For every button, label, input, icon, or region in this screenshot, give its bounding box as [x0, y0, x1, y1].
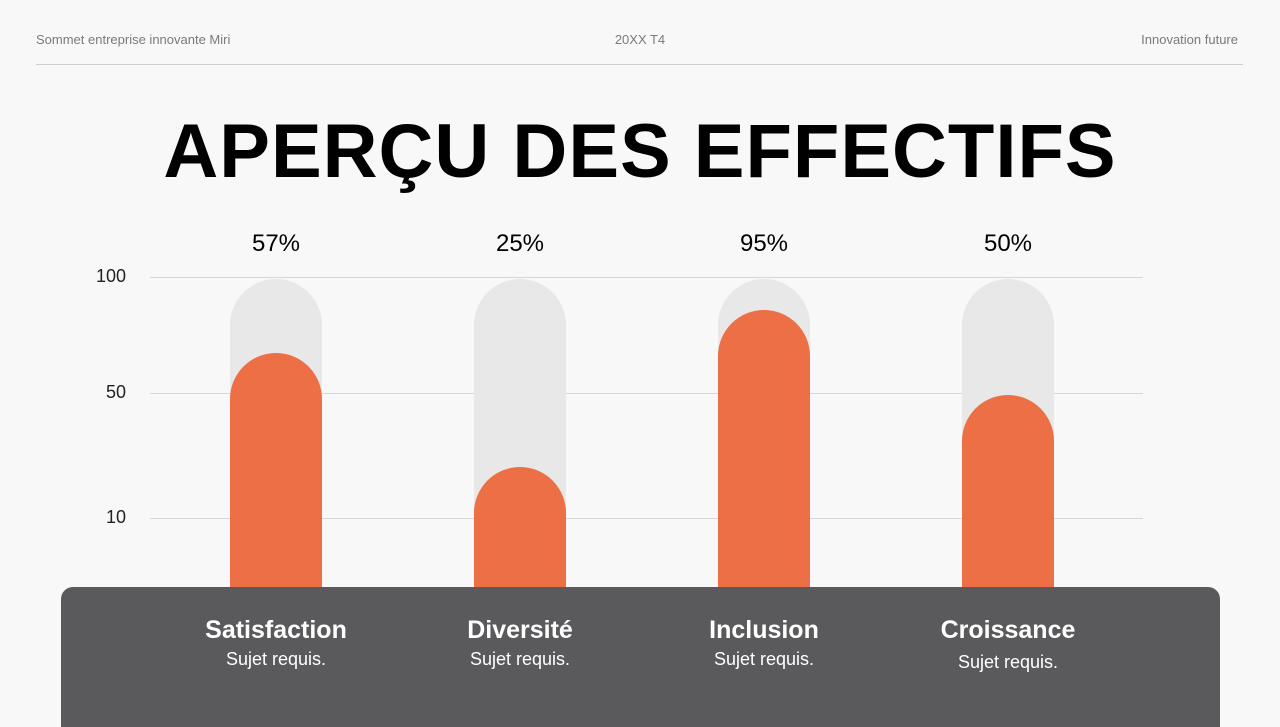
category-label: Croissance Sujet requis.	[898, 616, 1118, 673]
category-name: Croissance	[940, 616, 1076, 644]
y-tick-label: 50	[105, 382, 126, 402]
gridline	[150, 277, 1143, 278]
category-subtitle: Sujet requis.	[713, 649, 815, 669]
page-title: APERÇU DES EFFECTIFS	[163, 109, 1117, 194]
value-label: 50%	[983, 230, 1033, 257]
category-name: Satisfaction	[205, 616, 347, 644]
category-subtitle: Sujet requis.	[957, 652, 1059, 672]
category-label: Inclusion Sujet requis.	[654, 616, 874, 670]
category-subtitle: Sujet requis.	[469, 649, 571, 669]
category-name: Diversité	[467, 616, 573, 644]
value-label: 57%	[251, 230, 301, 257]
gridline	[150, 393, 1143, 394]
category-label: Diversité Sujet requis.	[410, 616, 630, 670]
category-panel	[61, 587, 1220, 727]
header-left: Sommet entreprise innovante Miri	[36, 32, 231, 47]
value-label: 95%	[739, 230, 789, 257]
bar	[230, 353, 322, 600]
y-tick-label: 10	[105, 507, 126, 527]
y-tick-label: 100	[95, 266, 126, 286]
header-divider	[36, 64, 1243, 65]
header-center: 20XX T4	[614, 32, 666, 47]
category-name: Inclusion	[709, 616, 819, 644]
gridline	[150, 518, 1143, 519]
bar	[718, 310, 810, 600]
header-right: Innovation future	[1141, 32, 1238, 47]
category-subtitle: Sujet requis.	[225, 649, 327, 669]
bar	[962, 395, 1054, 600]
bar	[474, 467, 566, 600]
category-label: Satisfaction Sujet requis.	[166, 616, 386, 670]
value-label: 25%	[495, 230, 545, 257]
